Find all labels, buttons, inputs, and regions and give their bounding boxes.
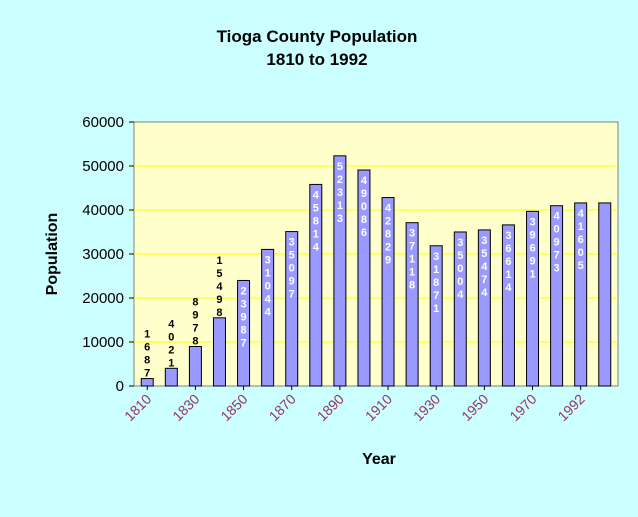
- x-tick-label: 1970: [506, 391, 539, 424]
- x-tick-label: 1890: [314, 391, 347, 424]
- y-tick-label: 60000: [82, 114, 124, 131]
- y-axis-title: Population: [44, 213, 61, 296]
- bar-1820: [164, 367, 178, 387]
- y-tick-label: 30000: [82, 246, 124, 263]
- bar-1830: [188, 345, 202, 387]
- y-tick-label: 40000: [82, 202, 124, 219]
- chart-title: Tioga County Population: [217, 27, 418, 46]
- bar-1840: [212, 317, 226, 387]
- x-axis-ticks: 1810 1830 1850 1870 1890 1910 1930 1950 1970 1992: [121, 386, 588, 424]
- y-tick-label: 0: [116, 378, 124, 395]
- bar-1900: [357, 169, 371, 387]
- bar-1860: [261, 248, 275, 387]
- x-tick-label: 1830: [169, 391, 202, 424]
- bar-1880: [309, 183, 323, 387]
- bar-1980: [550, 205, 564, 387]
- x-tick-label: 1992: [554, 391, 587, 424]
- x-tick-label: 1810: [121, 391, 154, 424]
- x-tick-label: 1850: [217, 391, 250, 424]
- y-tick-label: 10000: [82, 334, 124, 351]
- y-axis-ticks: 0 10000 20000 30000 40000 50000 60000: [82, 114, 134, 395]
- chart-subtitle: 1810 to 1992: [266, 50, 367, 69]
- x-tick-label: 1930: [410, 391, 443, 424]
- x-tick-label: 1870: [265, 391, 298, 424]
- bar-1960: [501, 224, 515, 387]
- bar-1940: [453, 231, 467, 387]
- x-tick-label: 1910: [362, 391, 395, 424]
- bar-1810: [140, 378, 154, 387]
- bar-1920: [405, 222, 419, 387]
- x-tick-label: 1950: [458, 391, 491, 424]
- y-tick-label: 20000: [82, 290, 124, 307]
- x-axis-title: Year: [362, 451, 396, 468]
- data-labels: 1 6 8 7 4 0 2 1 8 9 7 8 1 5 4 9 8 2 3 9 8 7 3 1 0 4 4 3 5 0 9 7 4 5 8 1 4 5 2 3…: [144, 161, 584, 380]
- bar-1992: [598, 202, 612, 387]
- y-tick-label: 50000: [82, 158, 124, 175]
